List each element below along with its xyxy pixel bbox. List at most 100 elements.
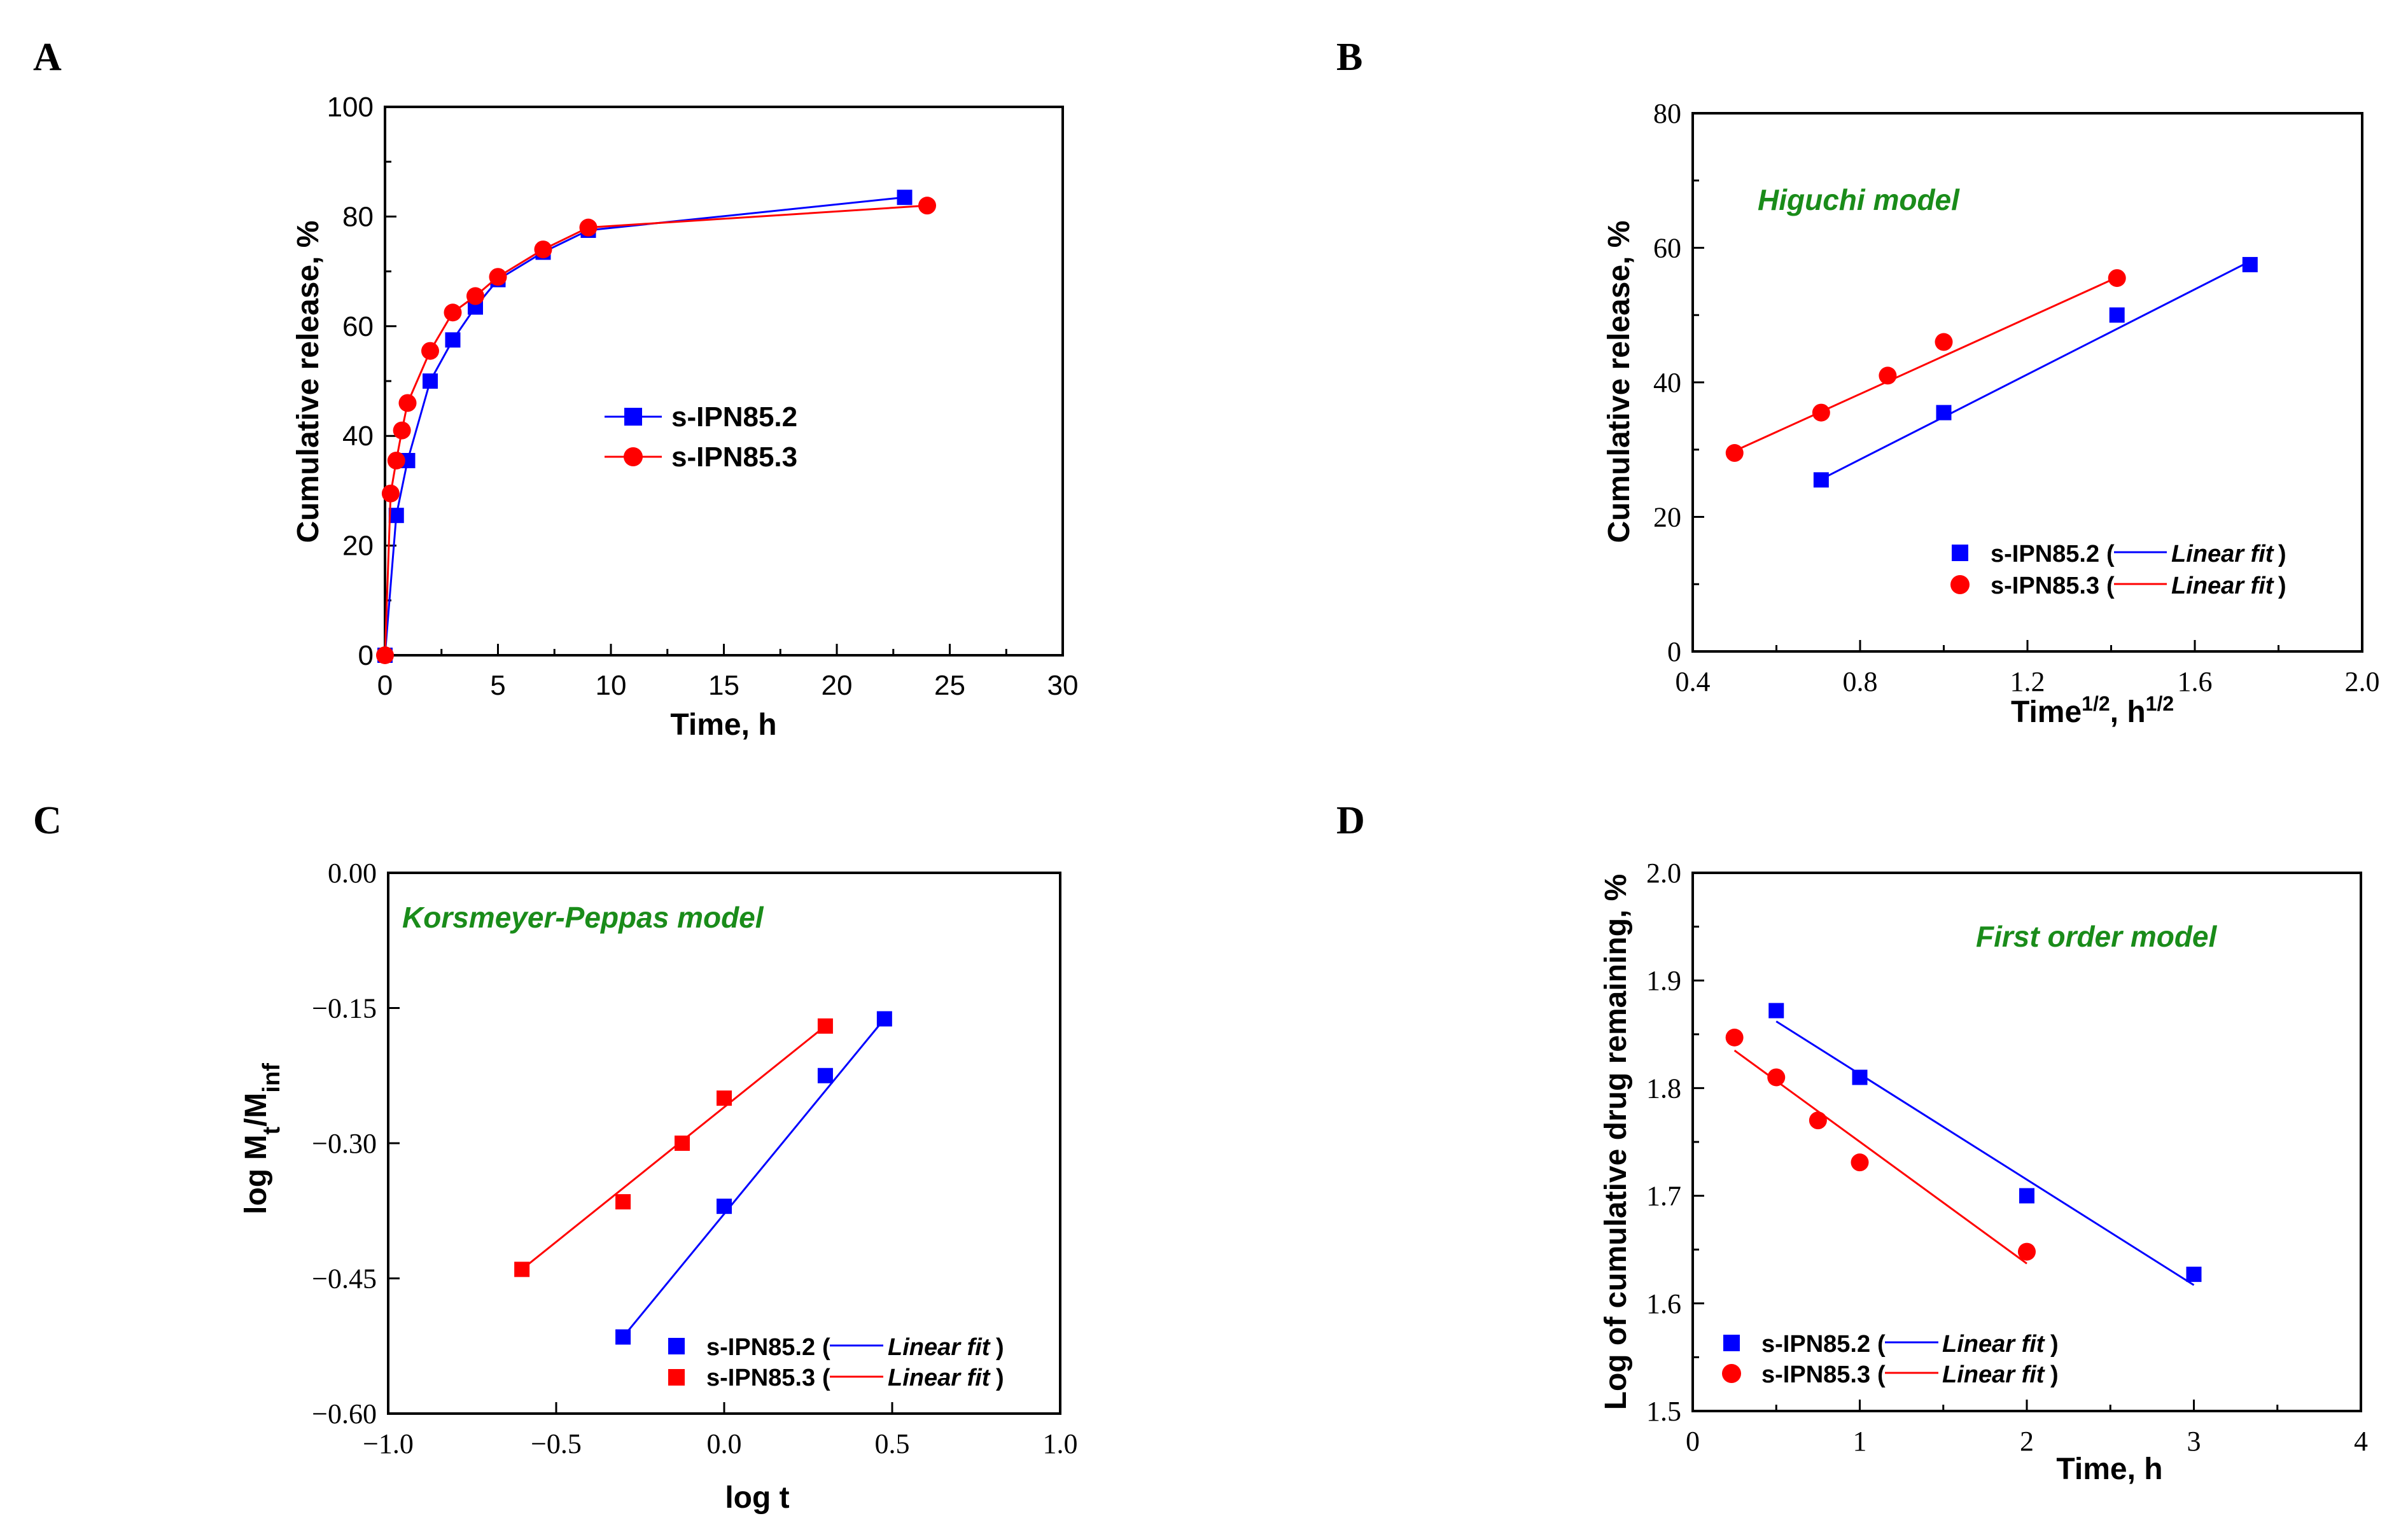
y-tick-label-c-4: 0.00 — [328, 858, 377, 889]
series-line-s-ipn85-2-a — [384, 196, 905, 656]
data-series-d — [1725, 1003, 2202, 1286]
series-s-ipn85-3-a — [376, 197, 936, 664]
data-series-c — [514, 1011, 892, 1345]
x-axis-title-b-mid: , h — [2110, 695, 2146, 729]
data-point-s-ipn85-3-b-3 — [1935, 333, 1953, 351]
series-s-ipn85-3-c — [514, 1018, 833, 1277]
x-tick-label-b-2: 1.2 — [2010, 666, 2045, 697]
x-tick-label-a-0: 0 — [377, 670, 393, 701]
legend-paren-close-d1: ) — [2050, 1331, 2059, 1358]
y-tick-label-d-5: 2.0 — [1646, 858, 1681, 889]
fit-line-s-ipn85-3-b — [1734, 276, 2118, 452]
fit-line-s-ipn85-2-c — [622, 1018, 886, 1338]
data-point-s-ipn85-2-b-0 — [1813, 472, 1829, 488]
fit-line-s-ipn85-3-c — [521, 1025, 826, 1270]
data-point-s-ipn85-3-d-0 — [1725, 1028, 1744, 1047]
axis-ticks-d: 0 1 2 3 4 1.5 1.6 1.7 1.8 1.9 2.0 — [1646, 858, 2368, 1457]
data-point-s-ipn85-3-a-1 — [381, 484, 400, 503]
data-point-s-ipn85-2-d-1 — [1852, 1069, 1868, 1085]
panel-letter-d: D — [1336, 799, 1365, 842]
x-axis-title-d: Time, h — [2056, 1452, 2162, 1486]
legend-marker-s-ipn85-2-b — [1952, 545, 1968, 561]
x-tick-label-a-4: 20 — [822, 670, 853, 701]
data-point-s-ipn85-3-c-1 — [615, 1194, 631, 1210]
panel-c-korsmeyer-peppas: C −1.0 −0.5 0.0 0.5 1.0 −0.60 −0.45 −0.30 −0.15 0… — [33, 799, 1078, 1515]
data-point-s-ipn85-2-d-0 — [1768, 1003, 1784, 1019]
x-tick-label-d-4: 4 — [2354, 1426, 2368, 1457]
data-point-s-ipn85-2-a-9 — [897, 190, 913, 205]
data-point-s-ipn85-3-c-3 — [717, 1090, 732, 1106]
x-tick-label-a-1: 5 — [490, 670, 505, 701]
x-tick-label-c-0: −1.0 — [363, 1428, 414, 1459]
x-axis-title-b-sup2: 1/2 — [2146, 692, 2174, 715]
data-point-s-ipn85-2-c-1 — [717, 1199, 732, 1214]
data-point-s-ipn85-2-b-2 — [2109, 307, 2125, 323]
data-point-s-ipn85-3-a-2 — [387, 451, 405, 469]
data-point-s-ipn85-3-d-2 — [1809, 1111, 1827, 1130]
data-point-s-ipn85-2-a-4 — [445, 332, 461, 348]
x-tick-label-a-6: 30 — [1047, 670, 1079, 701]
data-point-s-ipn85-3-a-4 — [398, 394, 417, 412]
y-tick-label-c-2: −0.30 — [312, 1128, 377, 1159]
x-tick-label-a-3: 15 — [708, 670, 739, 701]
data-point-s-ipn85-3-d-4 — [2018, 1242, 2036, 1261]
axis-ticks-c: −1.0 −0.5 0.0 0.5 1.0 −0.60 −0.45 −0.30 −0.15 0.0… — [312, 858, 1077, 1459]
data-point-s-ipn85-3-b-4 — [2108, 269, 2126, 288]
y-tick-label-a-4: 80 — [342, 201, 374, 232]
x-tick-label-d-2: 2 — [2020, 1426, 2034, 1457]
y-tick-label-c-1: −0.45 — [312, 1263, 377, 1295]
data-series-b — [1725, 256, 2258, 488]
legend-label-s-ipn85-2-a: s-IPN85.2 — [671, 401, 797, 433]
panel-letter-b: B — [1336, 36, 1362, 79]
data-point-s-ipn85-3-b-1 — [1812, 403, 1830, 422]
series-s-ipn85-2-d — [1768, 1003, 2202, 1286]
y-tick-label-b-1: 20 — [1653, 502, 1681, 533]
data-point-s-ipn85-3-a-9 — [534, 240, 552, 259]
panel-a-release-profile: A 0 5 10 15 20 25 30 0 20 40 60 80 100 Time, h Cumul… — [33, 36, 1078, 742]
y-tick-label-b-4: 80 — [1653, 98, 1681, 129]
legend-paren-close-b1: ) — [2278, 541, 2286, 567]
x-axis-title-c: log t — [725, 1481, 789, 1515]
y-tick-label-b-0: 0 — [1667, 636, 1681, 667]
data-point-s-ipn85-2-c-0 — [615, 1329, 631, 1345]
axis-ticks-a: 0 5 10 15 20 25 30 0 20 40 60 80 100 — [327, 92, 1079, 701]
panel-d-first-order: D 0 1 2 3 4 1.5 1.6 1.7 1.8 1.9 2.0 First order mo… — [1336, 799, 2368, 1486]
legend-paren-open-b2: ( — [2106, 573, 2115, 599]
series-s-ipn85-3-d — [1725, 1028, 2036, 1265]
legend-fit-label-b2: Linear fit — [2171, 573, 2274, 599]
data-point-s-ipn85-3-a-3 — [393, 421, 411, 440]
legend-label-s-ipn85-3-c: s-IPN85.3 — [706, 1365, 815, 1391]
legend-marker-s-ipn85-2-d — [1723, 1335, 1740, 1351]
x-tick-label-d-0: 0 — [1686, 1426, 1700, 1457]
data-point-s-ipn85-2-b-3 — [2242, 256, 2258, 272]
data-point-s-ipn85-2-c-3 — [876, 1011, 892, 1027]
legend-c: s-IPN85.2 ( Linear fit ) s-IPN85.3 ( Lin… — [668, 1334, 1004, 1391]
legend-label-s-ipn85-3-d: s-IPN85.3 — [1761, 1361, 1870, 1388]
y-axis-title-c-sub2: inf — [258, 1063, 285, 1093]
legend-fit-label-d1: Linear fit — [1942, 1331, 2045, 1358]
y-axis-title-a: Cumulative release, % — [291, 221, 325, 543]
series-s-ipn85-2-a — [377, 190, 913, 663]
fit-line-s-ipn85-3-d — [1733, 1049, 2027, 1265]
x-tick-label-b-0: 0.4 — [1676, 666, 1711, 697]
legend-a: s-IPN85.2 s-IPN85.3 — [605, 401, 797, 473]
data-point-s-ipn85-3-c-2 — [675, 1136, 690, 1151]
series-line-s-ipn85-3-a — [384, 204, 928, 656]
legend-paren-open-d2: ( — [1877, 1361, 1886, 1388]
data-point-s-ipn85-3-a-10 — [579, 218, 598, 237]
data-point-s-ipn85-3-c-4 — [817, 1018, 833, 1034]
y-tick-label-d-1: 1.6 — [1646, 1288, 1681, 1319]
data-point-s-ipn85-2-a-1 — [388, 508, 404, 524]
y-tick-label-a-2: 40 — [342, 421, 374, 452]
legend-label-s-ipn85-2-c: s-IPN85.2 — [706, 1334, 815, 1361]
legend-marker-s-ipn85-3-a — [624, 447, 643, 466]
x-axis-title-b-main: Time — [2011, 695, 2082, 729]
legend-paren-open-b1: ( — [2106, 541, 2115, 567]
data-point-s-ipn85-3-c-0 — [514, 1262, 530, 1277]
legend-paren-close-d2: ) — [2050, 1361, 2059, 1388]
legend-b: s-IPN85.2 ( Linear fit ) s-IPN85.3 ( Lin… — [1950, 541, 2286, 599]
x-tick-label-a-5: 25 — [934, 670, 965, 701]
x-tick-label-c-2: 0.0 — [707, 1428, 742, 1459]
fit-line-s-ipn85-2-b — [1821, 260, 2251, 480]
